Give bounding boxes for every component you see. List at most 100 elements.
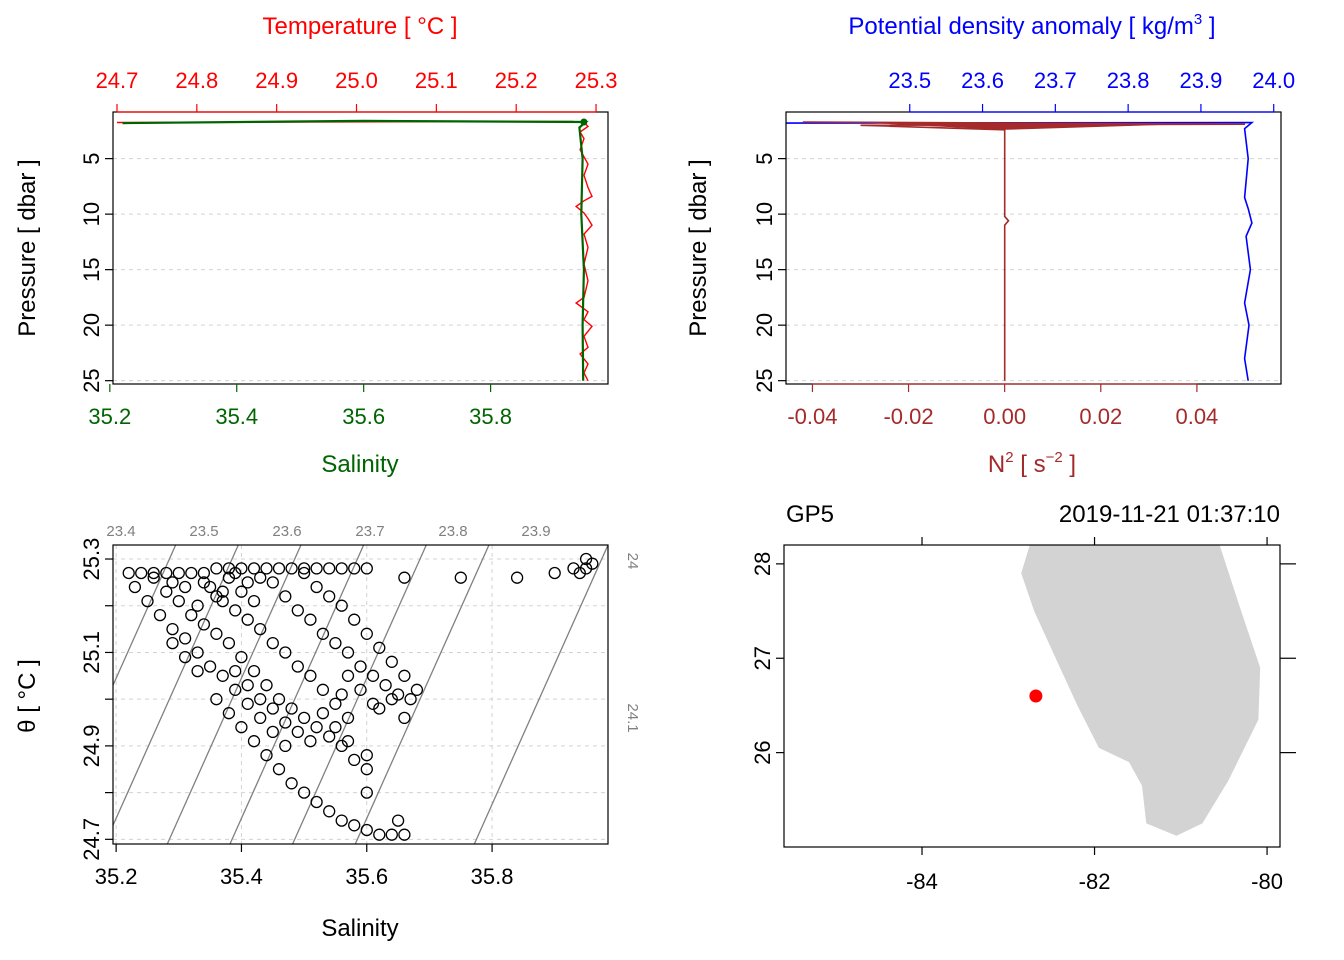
ts-point	[235, 721, 248, 734]
ts-point	[310, 580, 323, 594]
ts-point	[135, 566, 148, 580]
ts-point	[197, 618, 211, 631]
ts-point	[398, 711, 411, 725]
temperature-axis-title: Temperature [ °C ]	[263, 13, 458, 40]
p2-ytick-label: 20	[752, 313, 777, 337]
ts-point	[285, 562, 298, 575]
isopycnal-line	[166, 545, 302, 844]
ts-point	[260, 562, 273, 575]
ts-point	[360, 627, 373, 640]
ts-point	[297, 562, 311, 575]
ts-point	[222, 636, 236, 650]
ts-point	[329, 636, 342, 650]
ts-point	[210, 693, 223, 706]
ts-point	[304, 669, 317, 682]
ts-point	[147, 571, 160, 584]
ts-point	[203, 580, 217, 594]
p3-grid	[113, 545, 608, 844]
isopycnal-label: 23.8	[438, 523, 467, 540]
ts-point	[241, 697, 254, 710]
ts-point	[172, 594, 185, 608]
isopycnal-line	[113, 545, 177, 687]
ts-point	[385, 693, 398, 706]
ts-point	[128, 580, 142, 594]
ts-point	[229, 683, 242, 696]
longitude-tick-label: -82	[1079, 869, 1111, 894]
p2-plot-frame	[785, 111, 1282, 385]
ts-point	[360, 823, 373, 837]
temperature-tick-label: 25.2	[495, 68, 538, 93]
latitude-tick-label: 28	[750, 552, 775, 576]
ts-points	[122, 552, 599, 841]
ts-point	[197, 576, 211, 589]
station-name: GP5	[786, 501, 834, 528]
ts-point	[567, 562, 580, 575]
ts-point	[348, 562, 361, 575]
ts-point	[548, 566, 561, 580]
latitude-tick-label: 26	[750, 740, 775, 764]
ts-point	[291, 725, 304, 739]
ts-point	[510, 571, 524, 584]
ts-point	[266, 702, 279, 715]
ts-diagram-panel: 35.2 35.4 35.6 35.824.724.925.125.3 23.4 23.…	[14, 523, 641, 942]
ts-point	[310, 795, 323, 809]
ts-point	[310, 721, 323, 734]
isopycnal-label: 23.5	[189, 523, 218, 540]
ts-point	[229, 566, 242, 580]
ts-point	[247, 664, 261, 678]
p1-grid	[113, 158, 608, 382]
ts-theta-tick-label: 25.1	[79, 631, 104, 674]
ts-point	[323, 730, 336, 743]
n2-axis-title-mid: [ s	[1014, 451, 1046, 478]
ts-salinity-axis-title: Salinity	[321, 915, 398, 942]
ts-point	[216, 594, 229, 608]
p1-ytick-label: 15	[79, 257, 104, 281]
p2-ytick-label: 10	[752, 202, 777, 226]
p4-map-frame	[783, 544, 1281, 848]
n2-axis-title: N2 [ s−2 ]	[988, 449, 1076, 478]
salinity-axis-title: Salinity	[321, 451, 398, 478]
ts-point	[160, 585, 173, 598]
ts-point	[254, 711, 267, 725]
ts-point	[398, 828, 411, 841]
ts-point	[279, 646, 292, 659]
n2-tick-label: 0.04	[1175, 404, 1218, 429]
ts-point	[335, 599, 348, 612]
ts-point	[329, 721, 342, 734]
ts-point	[178, 650, 192, 664]
ts-point	[147, 566, 160, 580]
p2-ytick-label: 15	[752, 257, 777, 281]
ts-point	[323, 562, 336, 575]
ts-point	[285, 777, 298, 790]
station-map-panel: -84 -82 -80 26 27 28 GP5 2019-11-21 01:37:10	[750, 501, 1296, 894]
ts-point	[285, 702, 298, 715]
ts-point	[385, 828, 398, 841]
ts-point	[354, 683, 367, 696]
station-datetime: 2019-11-21 01:37:10	[1059, 501, 1280, 528]
p2-ytick-label: 5	[752, 153, 777, 165]
ts-point	[360, 562, 373, 575]
ts-theta-tick-label: 24.7	[79, 818, 104, 861]
density-tick-label: 23.5	[888, 68, 931, 93]
ts-point	[404, 693, 417, 706]
ts-point	[454, 571, 467, 584]
isopycnal-labels: 23.4 23.5 23.6 23.7 23.8 23.9 24 24.1	[106, 523, 641, 733]
p2-grid	[786, 158, 1281, 382]
ts-point	[235, 650, 248, 664]
ts-point	[279, 739, 292, 753]
ts-point	[297, 566, 311, 580]
ts-point	[316, 627, 330, 640]
temperature-tick-label: 24.9	[255, 68, 298, 93]
n2-spike-fill	[860, 122, 1221, 130]
coastline-land	[1021, 545, 1261, 836]
ts-point	[304, 613, 317, 626]
ts-point	[316, 683, 330, 696]
ts-point	[341, 669, 355, 682]
ts-point	[391, 688, 405, 701]
density-axis-title-tail: ]	[1202, 13, 1215, 40]
latitude-tick-label: 27	[750, 646, 775, 670]
ts-theta-axis-title: θ [ °C ]	[14, 659, 41, 733]
ts-point	[335, 739, 348, 753]
p4-axes: -84 -82 -80 26 27 28	[750, 537, 1296, 894]
temperature-profile-line	[116, 120, 593, 382]
